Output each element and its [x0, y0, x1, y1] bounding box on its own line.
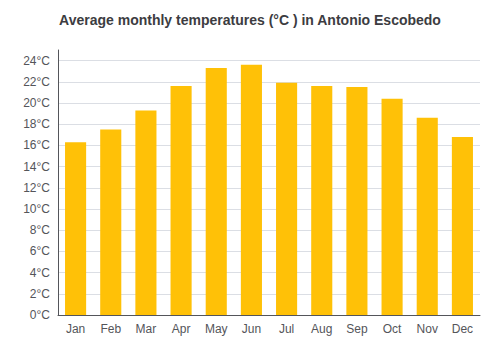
svg-text:18°C: 18°C	[23, 117, 50, 131]
svg-text:Apr: Apr	[172, 322, 191, 336]
svg-text:Nov: Nov	[417, 322, 438, 336]
svg-text:14°C: 14°C	[23, 160, 50, 174]
svg-text:Sep: Sep	[346, 322, 368, 336]
svg-text:Mar: Mar	[136, 322, 157, 336]
svg-text:10°C: 10°C	[23, 202, 50, 216]
svg-text:Feb: Feb	[100, 322, 121, 336]
svg-text:2°C: 2°C	[30, 287, 50, 301]
svg-text:12°C: 12°C	[23, 181, 50, 195]
svg-text:May: May	[205, 322, 228, 336]
svg-text:22°C: 22°C	[23, 75, 50, 89]
svg-text:16°C: 16°C	[23, 138, 50, 152]
svg-text:6°C: 6°C	[30, 244, 50, 258]
svg-text:8°C: 8°C	[30, 223, 50, 237]
svg-text:Average monthly temperatures (: Average monthly temperatures (°C ) in An…	[59, 12, 441, 28]
svg-text:Dec: Dec	[452, 322, 473, 336]
svg-text:Aug: Aug	[311, 322, 332, 336]
svg-text:Jun: Jun	[242, 322, 261, 336]
svg-text:20°C: 20°C	[23, 96, 50, 110]
svg-text:24°C: 24°C	[23, 54, 50, 68]
svg-text:Jul: Jul	[279, 322, 294, 336]
svg-text:4°C: 4°C	[30, 266, 50, 280]
svg-text:Jan: Jan	[66, 322, 85, 336]
svg-text:Oct: Oct	[383, 322, 402, 336]
svg-text:0°C: 0°C	[30, 308, 50, 322]
